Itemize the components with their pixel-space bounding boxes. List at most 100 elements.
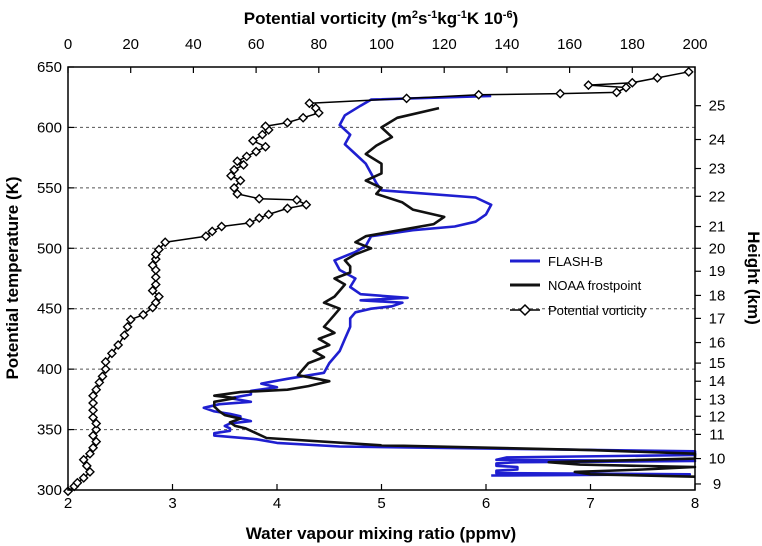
bottom-tick-label: 6 (482, 495, 490, 512)
pv-marker (119, 330, 130, 341)
pv-marker (226, 170, 237, 181)
pv-marker (247, 135, 258, 146)
top-tick-label: 120 (432, 36, 457, 53)
pv-marker (113, 339, 124, 350)
axis-layer: 2 3 4 5 6 7 80 20 40 60 80 100 120 140 160 180 200300350… (37, 36, 725, 512)
pv-marker (251, 146, 262, 157)
right-tick-label: 15 (709, 355, 726, 372)
bottom-axis-title: Water vapour mixing ratio (ppmv) (246, 524, 516, 543)
pv-marker (298, 112, 309, 123)
pv-marker (94, 377, 105, 388)
right-axis-title: Height (km) (744, 231, 762, 325)
pv-marker (310, 103, 321, 114)
top-tick-label: 60 (248, 36, 265, 53)
pv-marker (147, 260, 158, 271)
legend-label-flash-b: FLASH-B (548, 254, 603, 269)
pv-marker (652, 72, 663, 83)
right-tick-label: 12 (709, 408, 726, 425)
pv-marker (150, 272, 161, 283)
pv-marker (78, 472, 89, 483)
pv-marker (241, 151, 252, 162)
pv-marker (401, 93, 412, 104)
pv-marker (88, 430, 99, 441)
legend: FLASH-B NOAA frostpoint Potential vortic… (510, 254, 647, 318)
bottom-tick-label: 8 (691, 495, 699, 512)
pv-marker (282, 117, 293, 128)
pv-marker (147, 285, 158, 296)
right-tick-label: 17 (709, 310, 726, 327)
right-tick-label: 16 (709, 335, 726, 352)
pv-marker (207, 226, 218, 237)
right-tick-label: 10 (709, 451, 726, 468)
right-tick-label: 22 (709, 188, 726, 205)
pv-marker (254, 193, 265, 204)
left-tick-label: 650 (37, 59, 62, 76)
legend-label-noaa: NOAA frostpoint (548, 278, 642, 293)
right-tick-label: 20 (709, 240, 726, 257)
bottom-tick-label: 3 (168, 495, 176, 512)
pv-marker (232, 188, 243, 199)
pv-marker (260, 121, 271, 132)
top-tick-label: 20 (122, 36, 139, 53)
pv-marker (216, 221, 227, 232)
pv-marker (232, 156, 243, 167)
pv-marker (88, 412, 99, 423)
left-tick-label: 300 (37, 482, 62, 499)
pv-marker (91, 418, 102, 429)
pv-marker (301, 199, 312, 210)
pv-marker (88, 397, 99, 408)
bottom-tick-label: 4 (273, 495, 281, 512)
pv-marker (91, 384, 102, 395)
pv-marker (555, 88, 566, 99)
pv-marker (229, 164, 240, 175)
top-tick-label: 80 (310, 36, 327, 53)
right-tick-label: 13 (709, 391, 726, 408)
pv-marker (257, 129, 268, 140)
right-tick-label: 9 (713, 476, 721, 493)
pv-marker (125, 314, 136, 325)
top-tick-label: 40 (185, 36, 202, 53)
top-tick-label: 140 (494, 36, 519, 53)
left-axis-title: Potential temperature (K) (3, 176, 22, 379)
pv-marker (244, 217, 255, 228)
right-tick-label: 25 (709, 98, 726, 115)
pv-marker (160, 237, 171, 248)
pv-marker (122, 321, 133, 332)
top-tick-label: 0 (64, 36, 72, 53)
left-tick-label: 500 (37, 240, 62, 257)
pv-marker (153, 291, 164, 302)
pv-marker (88, 442, 99, 453)
pv-marker (100, 356, 111, 367)
pv-marker (81, 460, 92, 471)
top-tick-label: 160 (557, 36, 582, 53)
right-tick-label: 11 (709, 426, 725, 443)
bottom-tick-label: 7 (586, 495, 594, 512)
bottom-tick-label: 2 (64, 495, 72, 512)
legend-swatch-pv-marker (518, 303, 532, 317)
pv-marker (84, 448, 95, 459)
pv-marker (235, 175, 246, 186)
right-tick-label: 18 (709, 287, 726, 304)
right-tick-label: 19 (709, 263, 726, 280)
left-tick-label: 450 (37, 301, 62, 318)
top-tick-label: 200 (682, 36, 707, 53)
top-tick-label: 100 (369, 36, 394, 53)
pv-marker (238, 159, 249, 170)
pv-marker (88, 390, 99, 401)
pv-marker (150, 279, 161, 290)
right-tick-label: 14 (709, 373, 726, 390)
top-tick-label: 180 (620, 36, 645, 53)
pv-marker (627, 77, 638, 88)
pv-marker (84, 466, 95, 477)
left-tick-label: 550 (37, 180, 62, 197)
pv-marker (72, 477, 83, 488)
pv-marker (150, 297, 161, 308)
pv-marker (291, 194, 302, 205)
pv-marker (473, 89, 484, 100)
left-tick-label: 350 (37, 422, 62, 439)
pv-marker (254, 213, 265, 224)
right-tick-label: 24 (709, 132, 726, 149)
pv-marker (100, 364, 111, 375)
pv-marker (621, 82, 632, 93)
